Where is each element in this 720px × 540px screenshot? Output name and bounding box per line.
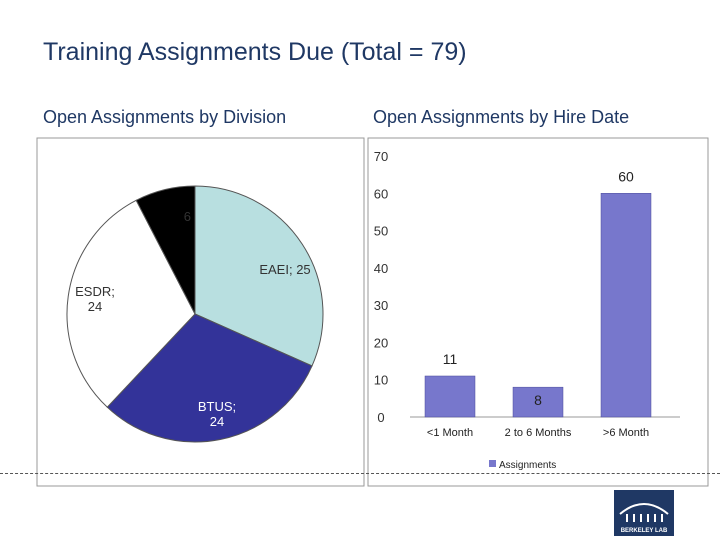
pie-slice-other (135, 185, 196, 315)
y-tick-label: 30 (374, 298, 388, 313)
x-category-label: <1 Month (427, 427, 473, 439)
y-tick-label: 20 (374, 335, 388, 350)
y-tick-label: 50 (374, 224, 388, 239)
bar-data-label: 11 (443, 351, 458, 367)
legend-swatch (489, 460, 496, 467)
pie-slice-eaei (194, 185, 324, 367)
x-category-label: 2 to 6 Months (505, 427, 572, 439)
bar-2 (512, 386, 564, 418)
pie-slice-esdr (66, 199, 196, 408)
pie-label-other: 6 (184, 209, 191, 224)
y-tick-label: 70 (374, 149, 388, 164)
pie-slice-btus (106, 313, 313, 443)
y-tick-label: 40 (374, 261, 388, 276)
bar-chart: 0 10 20 30 40 50 60 70 11 <1 Month 8 2 to 6 Months 6… (374, 149, 680, 471)
pie-label-btus: BTUS; 24 (198, 399, 236, 429)
y-tick-label: 10 (374, 373, 388, 388)
y-tick-label: 60 (374, 186, 388, 201)
logo-text: BERKELEY LAB (621, 528, 668, 534)
bar-1 (424, 375, 476, 418)
pie-chart: EAEI; 25 BTUS; 24 ESDR; 24 6 (66, 185, 324, 443)
bar-3 (600, 193, 652, 418)
slide-divider (0, 473, 720, 474)
x-category-label: >6 Month (603, 427, 649, 439)
pie-label-esdr: ESDR; 24 (75, 284, 115, 314)
legend-label: Assignments (499, 460, 556, 471)
berkeley-lab-logo: BERKELEY LAB (614, 490, 674, 536)
y-tick-label: 0 (377, 410, 384, 425)
pie-label-eaei: EAEI; 25 (259, 262, 310, 277)
bar-data-label: 60 (618, 168, 634, 184)
slide-title: Training Assignments Due (Total = 79) (43, 38, 467, 66)
division-subtitle: Open Assignments by Division (43, 107, 287, 127)
bar-data-label: 8 (534, 392, 542, 408)
hire-date-subtitle: Open Assignments by Hire Date (373, 107, 630, 127)
bar-chart-frame (367, 137, 709, 487)
